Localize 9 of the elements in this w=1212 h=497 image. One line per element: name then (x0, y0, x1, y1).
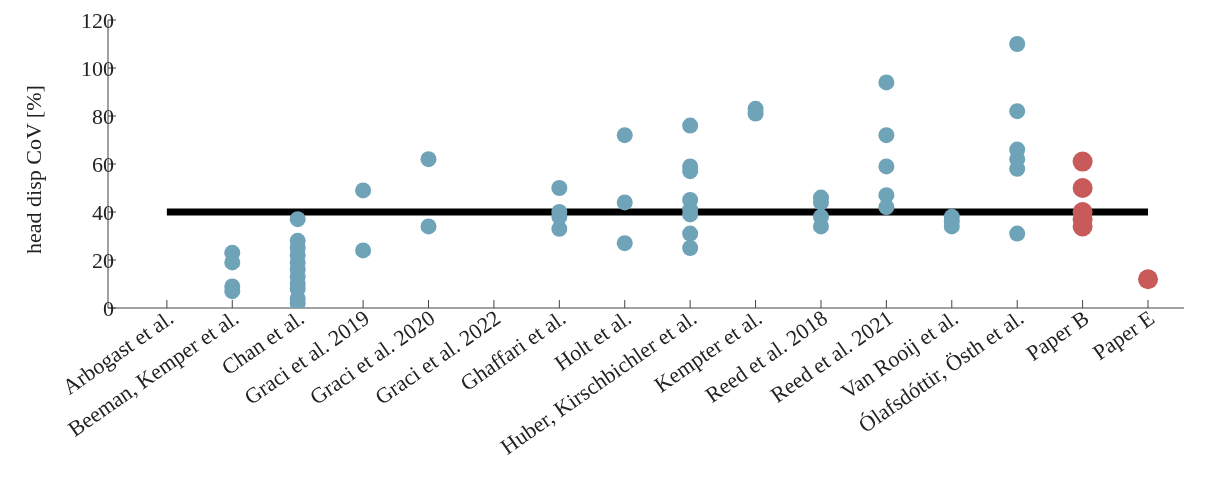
x-tick-label: Paper E (1088, 305, 1159, 366)
y-tick-label: 80 (92, 103, 114, 129)
y-tick-label: 40 (92, 199, 114, 225)
y-tick-label: 120 (81, 7, 114, 33)
y-axis-title: head disp CoV [%] (20, 85, 46, 254)
y-tick-label: 0 (103, 295, 114, 321)
y-tick-label: 20 (92, 247, 114, 273)
y-tick-label: 100 (81, 55, 114, 81)
y-tick-label: 60 (92, 151, 114, 177)
